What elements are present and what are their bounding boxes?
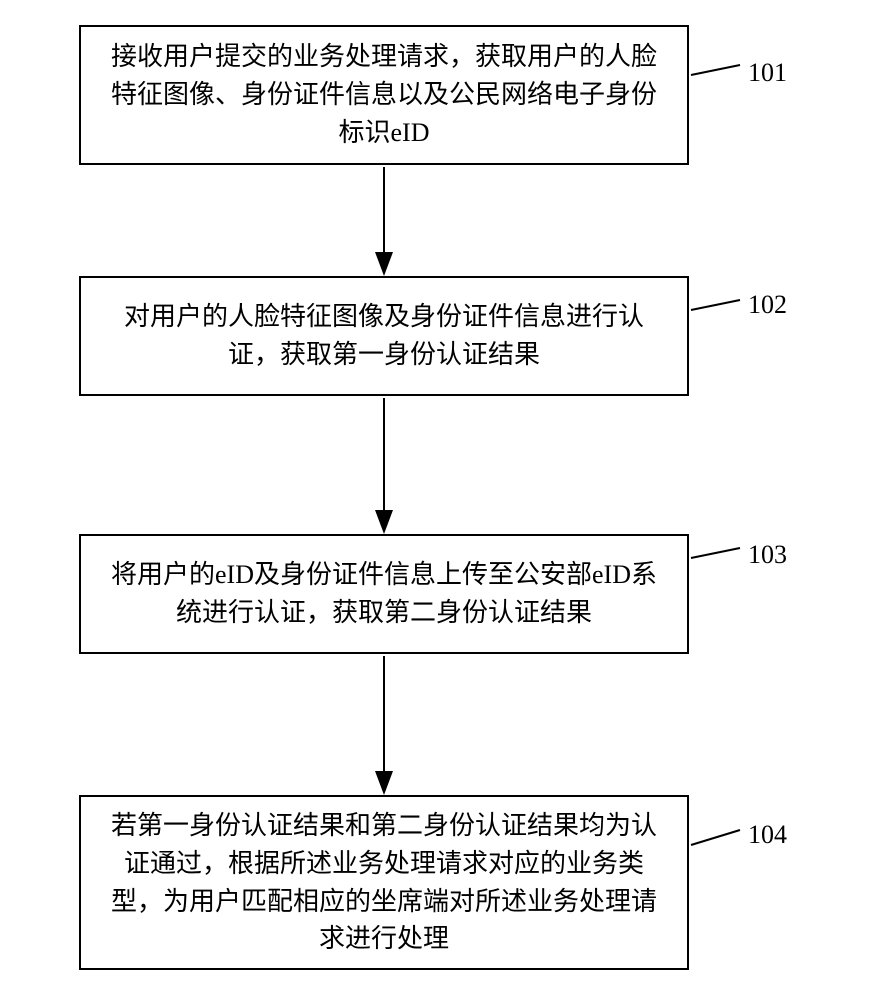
flow-edge <box>369 398 399 534</box>
flow-node-label: 104 <box>748 820 787 850</box>
flow-node-text: 若第一身份认证结果和第二身份认证结果均为认证通过，根据所述业务处理请求对应的业务… <box>105 807 663 958</box>
flow-edge <box>369 167 399 276</box>
flow-node-label: 101 <box>748 58 787 88</box>
flow-node-n4: 若第一身份认证结果和第二身份认证结果均为认证通过，根据所述业务处理请求对应的业务… <box>79 795 689 970</box>
flow-node-label: 103 <box>748 540 787 570</box>
flow-node-label: 102 <box>748 290 787 320</box>
flow-node-n1: 接收用户提交的业务处理请求，获取用户的人脸特征图像、身份证件信息以及公民网络电子… <box>79 25 689 165</box>
flow-node-text: 对用户的人脸特征图像及身份证件信息进行认证，获取第一身份认证结果 <box>105 298 663 373</box>
flow-node-text: 将用户的eID及身份证件信息上传至公安部eID系统进行认证，获取第二身份认证结果 <box>105 556 663 631</box>
flow-node-n2: 对用户的人脸特征图像及身份证件信息进行认证，获取第一身份认证结果 <box>79 276 689 396</box>
flow-node-n3: 将用户的eID及身份证件信息上传至公安部eID系统进行认证，获取第二身份认证结果 <box>79 534 689 654</box>
flowchart-container: 接收用户提交的业务处理请求，获取用户的人脸特征图像、身份证件信息以及公民网络电子… <box>0 0 869 1000</box>
flow-edge <box>369 656 399 795</box>
flow-node-text: 接收用户提交的业务处理请求，获取用户的人脸特征图像、身份证件信息以及公民网络电子… <box>105 38 663 151</box>
